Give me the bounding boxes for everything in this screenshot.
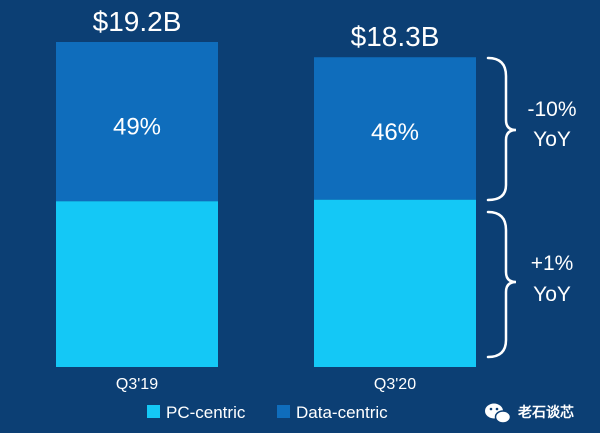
annotation-pc-centric-line1: +1% [531, 252, 574, 275]
legend-label-data-centric: Data-centric [296, 403, 388, 422]
category-label-1: Q3'20 [374, 376, 416, 393]
bar-pc-centric-1 [314, 199, 476, 367]
bars-layer [56, 42, 476, 367]
labels-layer: $19.2B 49% Q3'19 $18.3B 46% Q3'20 [93, 6, 440, 393]
segment-label-data-centric-0: 49% [113, 113, 161, 140]
legend-swatch-pc-centric [147, 405, 160, 418]
total-label-0: $19.2B [93, 6, 182, 37]
annotation-data-centric-line1: -10% [527, 98, 576, 121]
category-label-0: Q3'19 [116, 376, 158, 393]
legend-label-pc-centric: PC-centric [166, 403, 246, 422]
watermark-text: 老石谈芯 [518, 404, 574, 421]
watermark: 老石谈芯 [485, 403, 574, 424]
legend-swatch-data-centric [277, 405, 290, 418]
annotation-pc-centric-line2: YoY [533, 283, 571, 306]
brace-data-centric [486, 56, 517, 202]
annotation-data-centric-line2: YoY [533, 128, 571, 151]
brace-pc-centric [486, 210, 517, 359]
total-label-1: $18.3B [351, 21, 440, 52]
bar-data-centric-1 [314, 57, 476, 200]
wechat-icon [485, 403, 512, 424]
segment-label-data-centric-1: 46% [371, 119, 419, 146]
bar-data-centric-0 [56, 42, 218, 202]
bar-pc-centric-0 [56, 201, 218, 367]
